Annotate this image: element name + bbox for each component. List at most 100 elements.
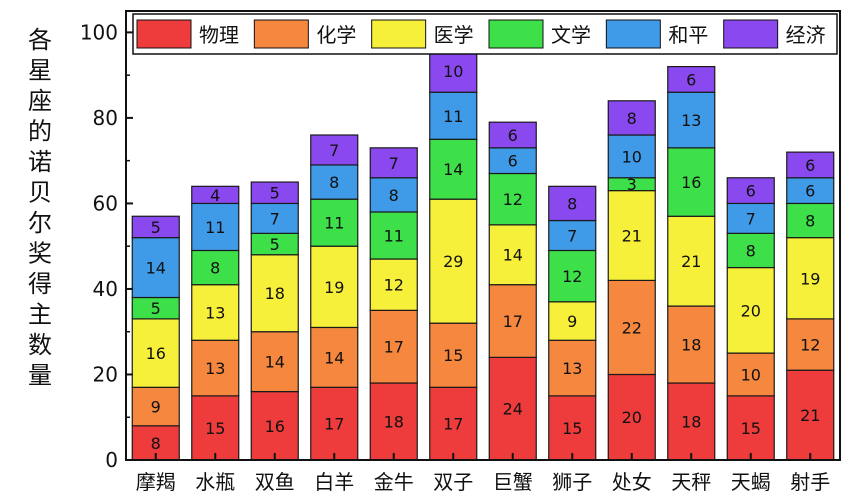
- data-label: 18: [681, 413, 701, 432]
- data-label: 8: [389, 186, 399, 205]
- bar-segment-文学[interactable]: [667, 147, 716, 217]
- bar-segment-文学[interactable]: [429, 138, 478, 200]
- bar-segment-和平[interactable]: [250, 202, 299, 234]
- legend-item-文学[interactable]: 文学: [488, 19, 591, 49]
- bar-segment-文学[interactable]: [369, 211, 418, 260]
- y-tick-label: 80: [93, 106, 118, 130]
- data-label: 24: [503, 400, 523, 419]
- bar-segment-化学[interactable]: [607, 279, 656, 376]
- bar-segment-医学[interactable]: [667, 215, 716, 307]
- bar-segment-经济[interactable]: [310, 134, 359, 166]
- x-tick-label: 狮子: [552, 470, 592, 494]
- bar-segment-医学[interactable]: [250, 254, 299, 333]
- legend-item-和平[interactable]: 和平: [605, 19, 708, 49]
- bar-segment-经济[interactable]: [548, 185, 597, 222]
- bar-segment-化学[interactable]: [667, 305, 716, 384]
- data-label: 15: [205, 419, 225, 438]
- bar-segment-文学[interactable]: [310, 198, 359, 247]
- bar-segment-化学[interactable]: [131, 386, 180, 427]
- bar-segment-医学[interactable]: [786, 237, 835, 320]
- data-label: 17: [503, 312, 523, 331]
- legend-swatch: [605, 19, 661, 49]
- bar-segment-经济[interactable]: [786, 151, 835, 179]
- axes: 0 20 40 60 80 100: [80, 10, 841, 472]
- legend-label: 文学: [551, 23, 591, 47]
- bar-segment-医学[interactable]: [607, 190, 656, 282]
- bar-stack-双鱼: 16 14 18 5 7 5: [250, 181, 299, 461]
- bar-segment-物理[interactable]: [191, 395, 240, 461]
- bar-segment-化学[interactable]: [191, 339, 240, 397]
- bar-segment-医学[interactable]: [191, 284, 240, 341]
- bar-segment-医学[interactable]: [310, 245, 359, 329]
- bar-segment-经济[interactable]: [131, 215, 180, 239]
- legend-swatch: [488, 19, 544, 49]
- bar-segment-和平[interactable]: [607, 134, 656, 179]
- legend-label: 化学: [316, 23, 356, 47]
- bar-segment-经济[interactable]: [726, 177, 775, 205]
- bar-segment-化学[interactable]: [310, 326, 359, 388]
- data-label: 12: [562, 267, 582, 286]
- bar-segment-物理[interactable]: [369, 382, 418, 461]
- bar-segment-化学[interactable]: [786, 318, 835, 371]
- legend-item-医学[interactable]: 医学: [371, 19, 474, 49]
- legend-item-经济[interactable]: 经济: [723, 19, 826, 49]
- data-label: 5: [270, 184, 280, 203]
- bar-segment-物理[interactable]: [667, 382, 716, 461]
- bar-stack-摩羯: 8 9 16 5 14 5: [131, 215, 180, 461]
- bar-segment-文学[interactable]: [191, 249, 240, 286]
- data-label: 9: [567, 312, 577, 331]
- data-label: 10: [741, 365, 761, 384]
- bar-segment-文学[interactable]: [548, 249, 597, 303]
- legend-item-物理[interactable]: 物理: [136, 19, 239, 49]
- bar-segment-和平[interactable]: [131, 237, 180, 299]
- bar-segment-和平[interactable]: [667, 91, 716, 149]
- bar-segment-物理[interactable]: [786, 369, 835, 461]
- bar-segment-医学[interactable]: [548, 301, 597, 341]
- bar-segment-经济[interactable]: [429, 48, 478, 93]
- bar-segment-医学[interactable]: [369, 258, 418, 311]
- bar-segment-文学[interactable]: [488, 172, 537, 226]
- data-label: 5: [151, 299, 161, 318]
- data-label: 9: [151, 398, 161, 417]
- bar-segment-物理[interactable]: [429, 386, 478, 461]
- bar-segment-和平[interactable]: [488, 147, 537, 175]
- bar-segment-化学[interactable]: [369, 309, 418, 384]
- data-label: 8: [567, 194, 577, 213]
- data-label: 13: [681, 111, 701, 130]
- bar-segment-经济[interactable]: [250, 181, 299, 205]
- data-label: 6: [746, 182, 756, 201]
- y-tick-label: 100: [80, 20, 118, 44]
- data-label: 6: [508, 126, 518, 145]
- data-label: 29: [443, 252, 463, 271]
- bar-segment-和平[interactable]: [310, 164, 359, 200]
- bar-segment-医学[interactable]: [488, 224, 537, 286]
- bar-segment-医学[interactable]: [429, 198, 478, 324]
- bar-segment-经济[interactable]: [488, 121, 537, 149]
- bar-segment-化学[interactable]: [548, 339, 597, 397]
- x-tick-label: 白羊: [314, 470, 354, 494]
- bar-segment-物理[interactable]: [488, 356, 537, 461]
- legend-item-化学[interactable]: 化学: [253, 19, 356, 49]
- data-label: 6: [805, 182, 815, 201]
- bar-segment-和平[interactable]: [429, 91, 478, 140]
- bar-segment-经济[interactable]: [191, 185, 240, 205]
- data-label: 14: [324, 348, 344, 367]
- data-label: 16: [146, 344, 166, 363]
- bar-segment-医学[interactable]: [726, 266, 775, 354]
- bar-segment-文学[interactable]: [786, 202, 835, 239]
- bar-segment-物理[interactable]: [548, 395, 597, 461]
- y-axis-label: 各星座的诺贝尔奖得主数量: [28, 26, 52, 390]
- data-label: 16: [681, 173, 701, 192]
- data-label: 8: [329, 173, 339, 192]
- bar-segment-物理[interactable]: [310, 386, 359, 461]
- bar-segment-和平[interactable]: [548, 219, 597, 252]
- bar-segment-经济[interactable]: [607, 100, 656, 136]
- legend-swatch: [253, 19, 309, 49]
- bar-segment-经济[interactable]: [667, 65, 716, 93]
- bar-segment-化学[interactable]: [726, 352, 775, 397]
- data-label: 22: [622, 318, 642, 337]
- bar-segment-经济[interactable]: [369, 147, 418, 179]
- data-label: 18: [681, 336, 701, 355]
- data-label: 11: [443, 107, 463, 126]
